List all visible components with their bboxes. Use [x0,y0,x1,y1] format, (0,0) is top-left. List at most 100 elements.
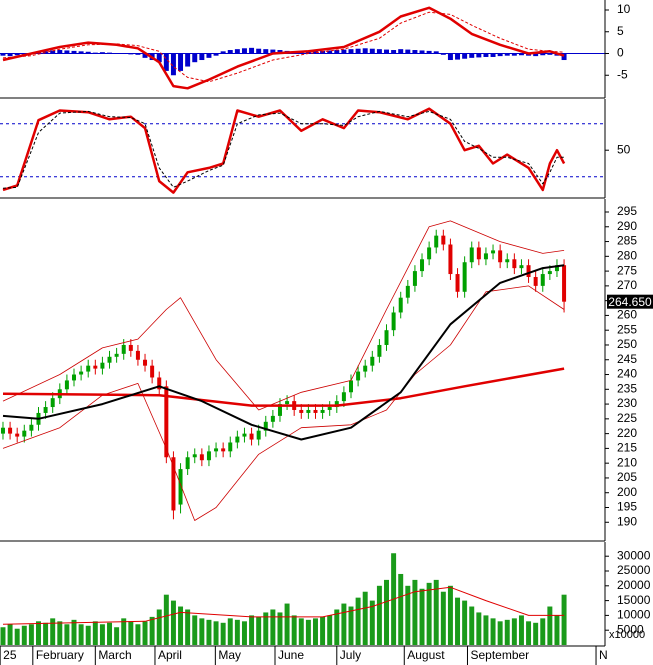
candle-body [412,271,417,286]
bar [455,597,461,645]
bar [213,621,219,645]
bar [405,49,411,54]
bar [128,53,134,55]
bar [334,50,340,54]
bar [284,603,290,645]
candle-body [178,469,183,505]
bar [327,50,333,54]
candle-body [150,365,155,378]
candle-body [206,451,211,461]
candle-body [285,401,290,405]
candle-body [427,247,432,260]
y-tick-label: 50 [617,142,631,156]
bar [341,603,347,645]
x-tick-label: May [218,648,241,662]
bar [277,50,283,54]
bar [305,51,311,54]
candle-body [483,253,488,260]
bar [178,53,184,71]
candle-body [476,247,481,260]
bar [7,53,13,57]
bar [504,53,510,56]
candle-body [441,235,446,245]
candle-body [64,380,69,390]
bar [497,53,503,57]
candle-body [235,436,240,443]
bar [291,615,297,645]
candle-body [270,415,275,422]
y-tick-label: 245 [617,352,637,366]
bar [561,594,567,645]
candle-body [348,380,353,393]
bar [320,616,326,645]
x-tick-label: N [599,648,608,662]
bar [398,573,404,645]
bar [241,621,247,645]
bar [249,615,255,645]
bar [561,53,567,61]
x-tick-label: July [340,648,361,662]
candle-body [114,353,119,357]
bar [185,609,191,645]
bar [57,50,63,54]
bar [43,51,49,54]
bar [192,53,198,63]
bar [433,51,439,54]
y-tick-label: 270 [617,278,637,292]
bar [121,53,127,55]
bar [490,53,496,57]
bar [170,600,176,645]
bar [199,53,205,61]
candle-body [79,371,84,375]
bar [14,53,20,56]
candle-body [320,409,325,413]
bar [547,606,553,645]
candle-body [263,421,268,431]
bar [0,627,6,645]
x-tick-label: April [158,648,182,662]
y-tick-label: 210 [617,455,637,469]
candle-body [50,398,55,408]
bar [135,53,141,55]
bar [391,50,397,54]
candle-body [469,247,474,263]
bar [92,621,98,645]
indicator-line [2,264,565,441]
candle-body [398,297,403,313]
y-tick-label: -5 [617,67,628,81]
bar [440,53,446,55]
bar [362,591,368,645]
bar [369,48,375,54]
candle-body [420,259,425,272]
bar [85,625,91,645]
candle-body [86,365,91,372]
bar [305,619,311,645]
candle-body [505,259,510,263]
bar [455,53,461,60]
candle-body [128,344,133,351]
candle-body [0,427,5,434]
panel [0,553,567,645]
candle-body [43,407,48,413]
bar [0,53,6,56]
bar [227,50,233,54]
candle-body [384,330,389,345]
candle-body [192,454,197,458]
candle-body [491,250,496,254]
candle-body [526,265,531,278]
bar [28,624,34,645]
x-tick-label: 25 [3,648,17,662]
candle-body [462,262,467,292]
bar [220,51,226,54]
candle-body [554,265,559,272]
bar [156,609,162,645]
candle-body [171,457,176,511]
candle-body [199,454,204,461]
y-tick-label: 10 [617,2,631,16]
bar [355,48,361,54]
bar [163,594,169,645]
bar [206,53,212,58]
y-tick-label: 215 [617,441,637,455]
bar [384,49,389,54]
bar [99,624,105,645]
